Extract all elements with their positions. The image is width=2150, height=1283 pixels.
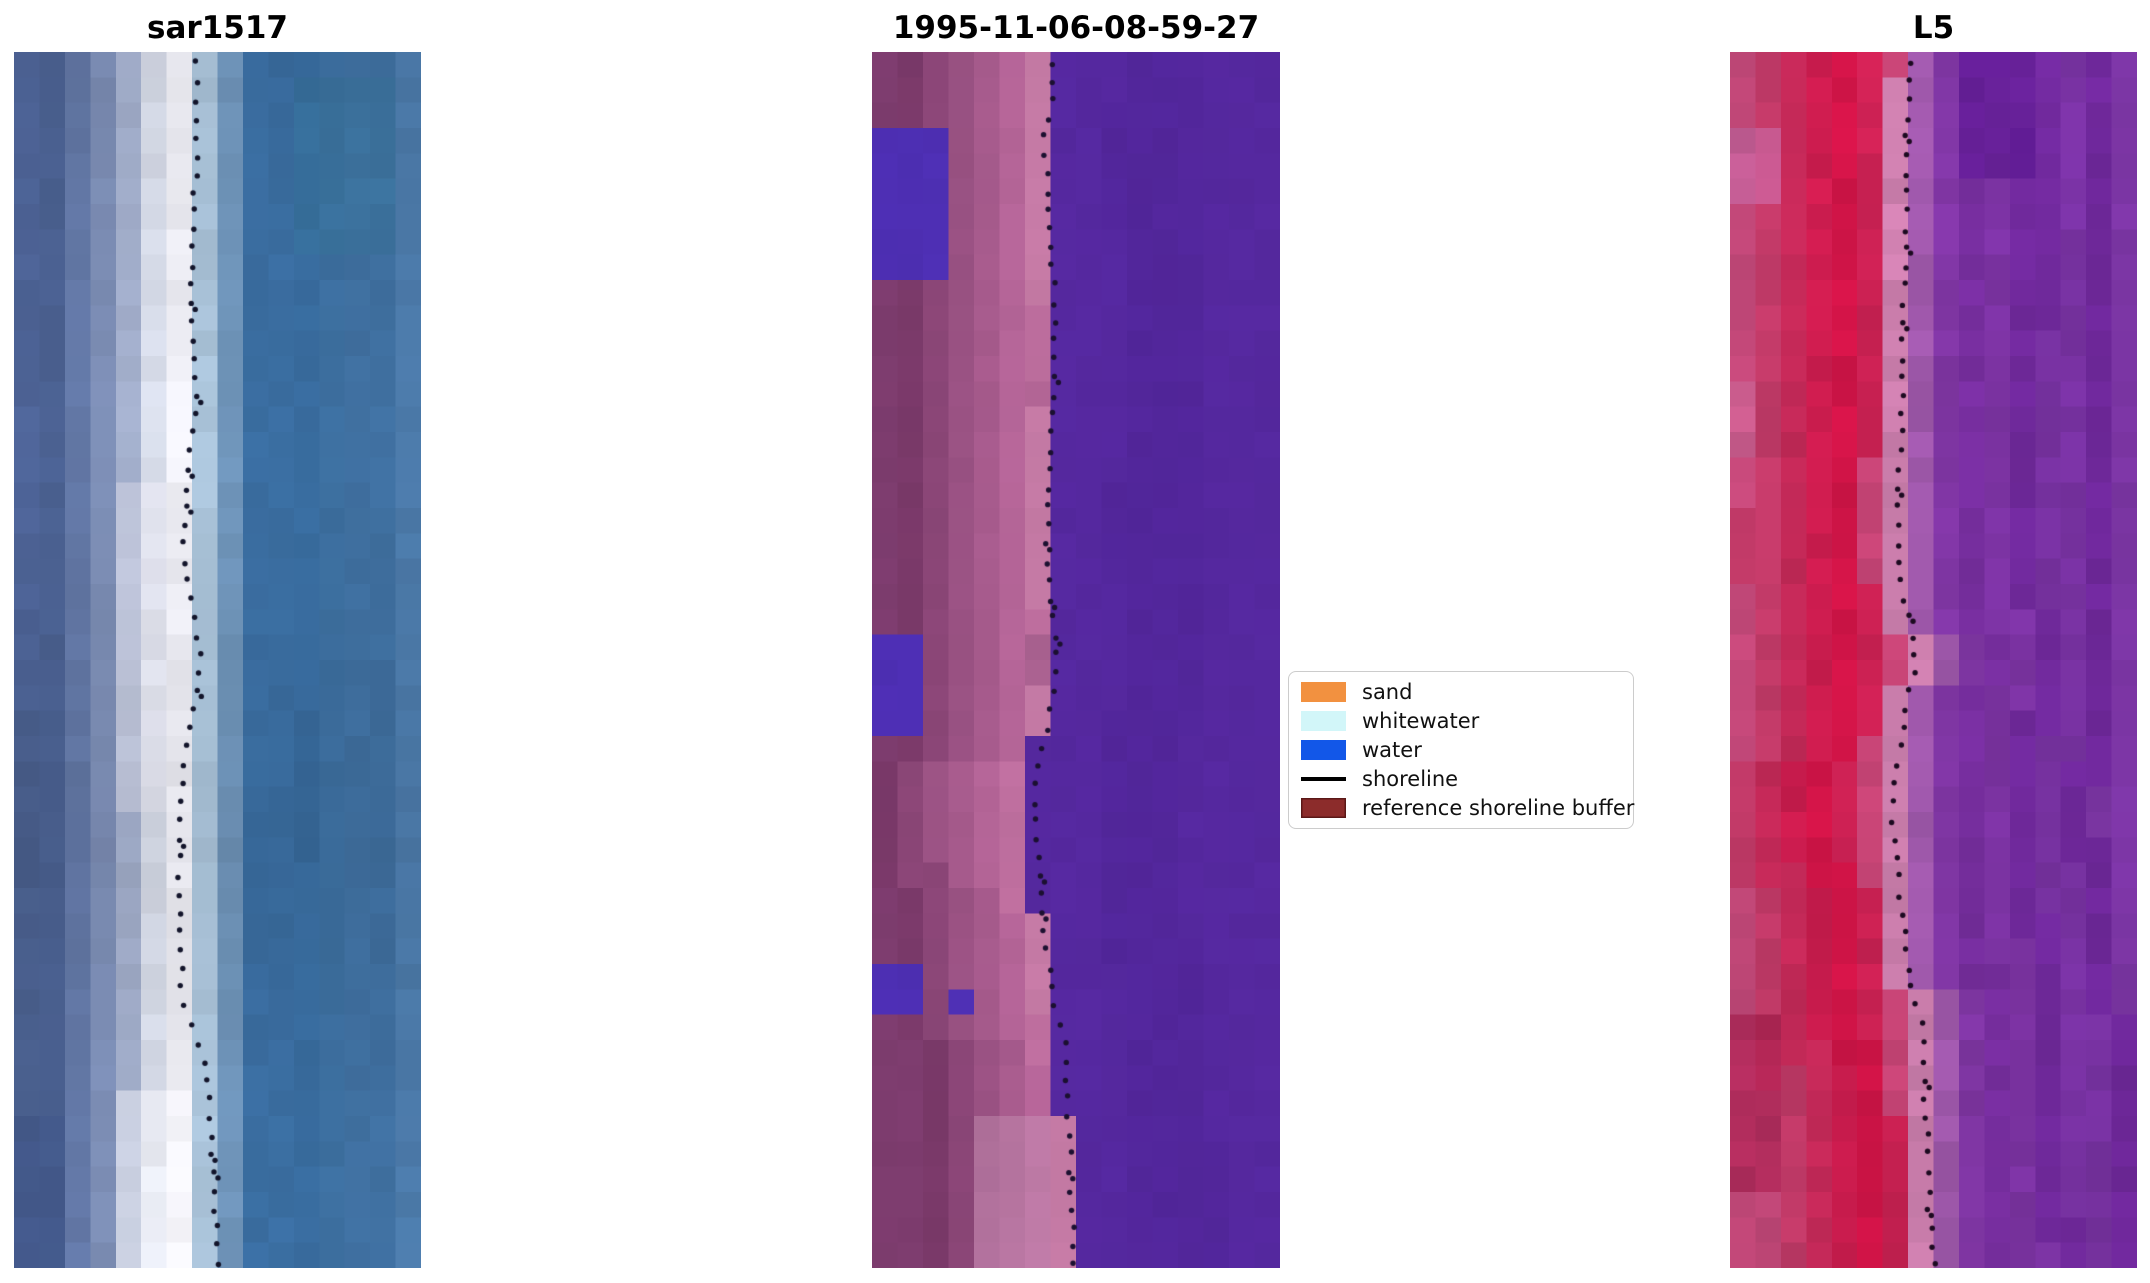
legend-label: water [1362, 737, 1422, 762]
shoreline-dots-overlay [14, 52, 421, 1268]
panel-title-sar1517: sar1517 [147, 10, 288, 46]
shoreline-dots-overlay [1730, 52, 2137, 1268]
legend-item-sand: sand [1301, 680, 1621, 704]
legend-label: whitewater [1362, 709, 1480, 734]
shoreline-dots-overlay [872, 52, 1280, 1268]
legend-item-whitewater: whitewater [1301, 709, 1621, 733]
legend-item-reference-shoreline-buffer: reference shoreline buffer [1301, 796, 1634, 820]
water-swatch-icon [1301, 739, 1346, 760]
legend-label: shoreline [1362, 766, 1459, 791]
sand-swatch-icon [1301, 682, 1346, 703]
panel-title-l5: L5 [1912, 10, 1955, 46]
whitewater-swatch-icon [1301, 711, 1346, 732]
panel-classified-image: 1995-11-06-08-59-27 [872, 10, 1280, 1268]
legend-label: sand [1362, 680, 1413, 705]
legend-box: sand whitewater water shoreline reference sh… [1288, 671, 1634, 829]
shoreline-swatch-icon [1301, 776, 1346, 781]
panel-title-date: 1995-11-06-08-59-27 [892, 10, 1260, 46]
reference-shoreline-buffer-swatch-icon [1301, 797, 1346, 818]
legend-item-water: water [1301, 738, 1621, 762]
panel-l5: L5 [1730, 10, 2137, 1268]
panel-sar1517: sar1517 [14, 10, 421, 1268]
legend-item-shoreline: shoreline [1301, 767, 1621, 791]
legend-label: reference shoreline buffer [1362, 795, 1635, 820]
